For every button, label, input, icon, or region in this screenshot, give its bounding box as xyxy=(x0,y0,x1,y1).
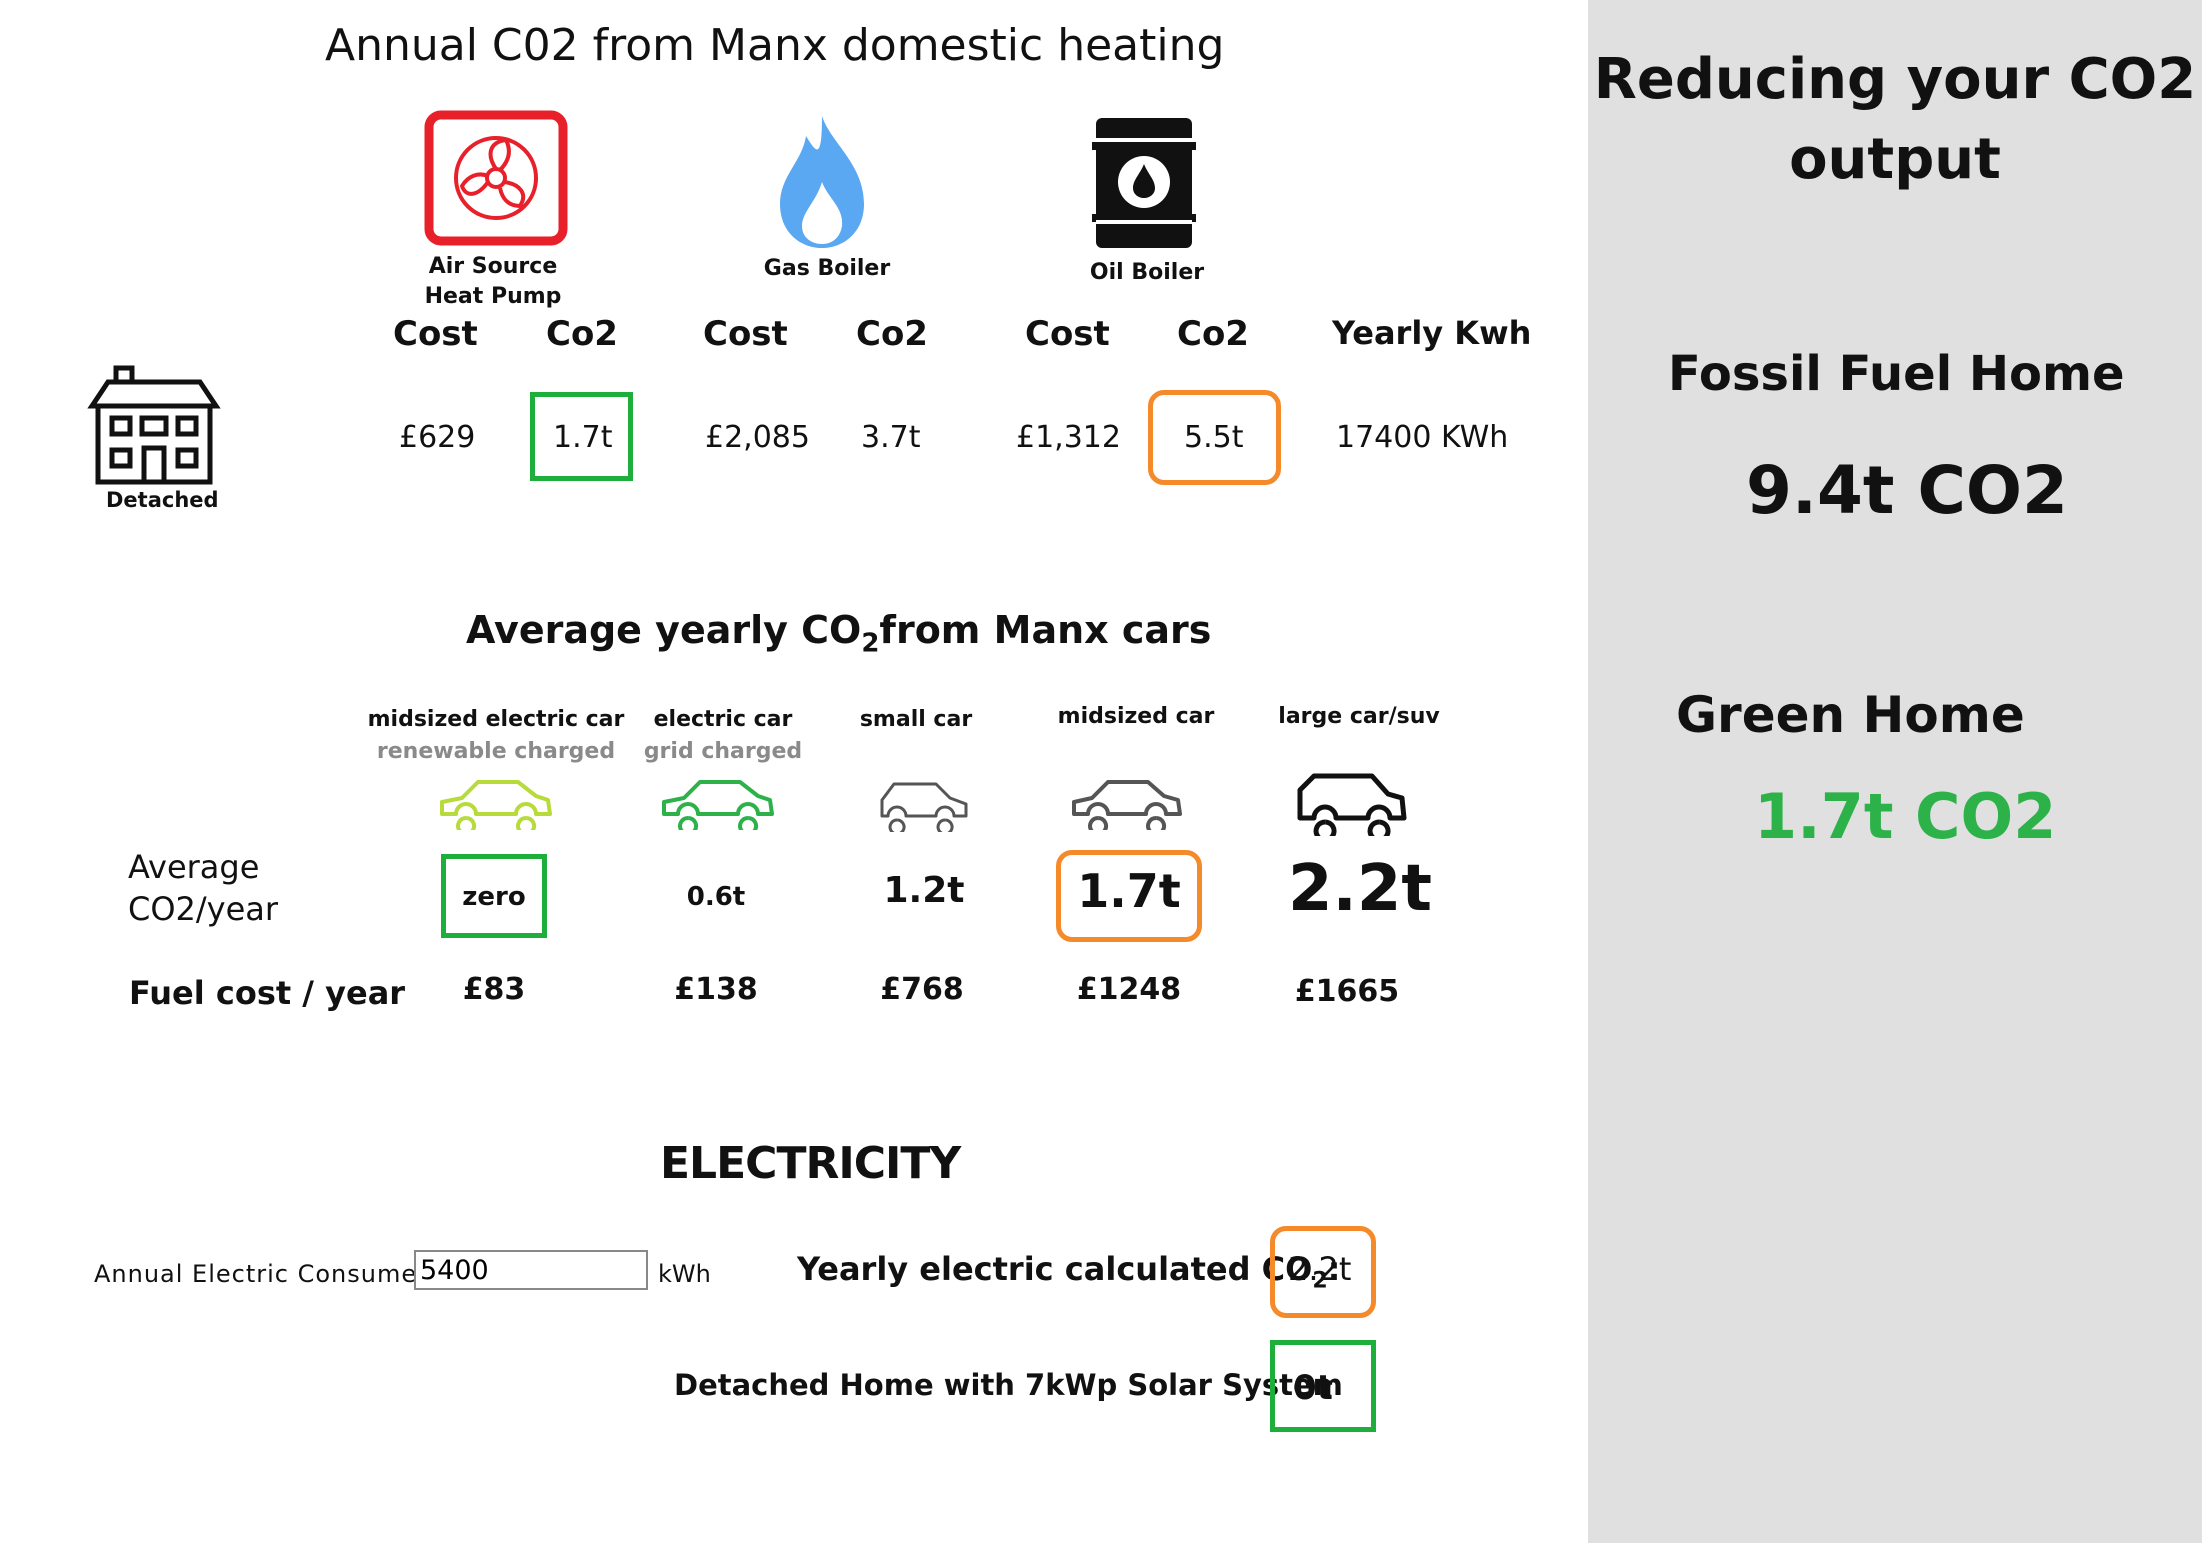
flame-icon xyxy=(772,112,872,256)
yearly-kwh-value: 17400 KWh xyxy=(1336,420,1509,455)
cars-title: Average yearly CO2from Manx cars xyxy=(466,608,1212,659)
fossil-fuel-value: 9.4t CO2 xyxy=(1746,452,2068,529)
oil-barrel-icon xyxy=(1092,114,1196,256)
oil-co2-header: Co2 xyxy=(1177,314,1249,354)
heating-title: Annual C02 from Manx domestic heating xyxy=(325,20,1225,71)
avg-co2-row-label: Average CO2/year xyxy=(128,848,279,928)
heat-pump-icon xyxy=(424,110,568,250)
summary-sidebar xyxy=(1588,0,2202,1543)
heat-pump-label: Air Source Heat Pump xyxy=(424,254,562,309)
electric-consumed-input[interactable] xyxy=(414,1250,648,1290)
gas-cost-header: Cost xyxy=(703,314,788,354)
ashp-cost-header: Cost xyxy=(393,314,478,354)
small-car-co2: 1.2t xyxy=(883,870,965,911)
yearly-kwh-header: Yearly Kwh xyxy=(1332,314,1532,352)
car-label-ev-renewable: midsized electric car renewable charged xyxy=(367,707,625,764)
gas-co2: 3.7t xyxy=(861,420,921,455)
ev-grid-fuel: £138 xyxy=(674,972,758,1007)
car-label-ev-grid: electric car grid charged xyxy=(643,707,803,764)
ev-renewable-fuel: £83 xyxy=(462,972,526,1007)
green-home-value: 1.7t CO2 xyxy=(1754,780,2057,853)
gas-co2-header: Co2 xyxy=(856,314,928,354)
ashp-cost: £629 xyxy=(399,420,476,455)
oil-cost-header: Cost xyxy=(1025,314,1110,354)
electric-calc-value: 2.2t xyxy=(1288,1250,1352,1288)
solar-label: Detached Home with 7kWp Solar System xyxy=(674,1368,1343,1402)
house-label: Detached xyxy=(106,488,219,512)
ashp-co2-header: Co2 xyxy=(546,314,618,354)
car-label-large: large car/suv xyxy=(1278,704,1440,729)
electric-calc-highlight xyxy=(1270,1226,1376,1318)
oil-cost: £1,312 xyxy=(1016,420,1121,455)
solar-value-highlight xyxy=(1270,1340,1376,1432)
gas-cost: £2,085 xyxy=(705,420,810,455)
car-label-small: small car xyxy=(859,707,973,732)
suv-icon xyxy=(1294,770,1410,843)
oil-co2-highlight xyxy=(1148,390,1281,485)
large-car-co2: 2.2t xyxy=(1288,852,1432,926)
midsized-car-co2-highlight xyxy=(1056,850,1202,942)
electric-unit: kWh xyxy=(658,1260,711,1288)
fuel-cost-row-label: Fuel cost / year xyxy=(129,974,406,1012)
ashp-co2: 1.7t xyxy=(553,420,613,455)
ev-grid-co2: 0.6t xyxy=(686,882,746,912)
electricity-title: ELECTRICITY xyxy=(660,1138,961,1189)
gas-boiler-label: Gas Boiler xyxy=(763,256,891,281)
green-home-label: Green Home xyxy=(1676,686,2025,744)
midsized-car-icon xyxy=(1068,774,1186,836)
car-label-midsized: midsized car xyxy=(1057,704,1215,729)
ev-renewable-co2-highlight xyxy=(441,854,547,938)
solar-value: 0t xyxy=(1293,1368,1333,1408)
fossil-fuel-label: Fossil Fuel Home xyxy=(1668,346,2125,402)
oil-boiler-label: Oil Boiler xyxy=(1089,260,1205,285)
oil-co2: 5.5t xyxy=(1184,420,1244,455)
electric-car-renewable-icon xyxy=(436,774,556,836)
electric-consumed-label: Annual Electric Consumed xyxy=(94,1260,434,1288)
electric-car-grid-icon xyxy=(658,774,778,836)
small-car-icon xyxy=(876,776,972,836)
ashp-co2-highlight xyxy=(530,392,633,481)
house-icon xyxy=(86,362,222,490)
sidebar-title: Reducing your CO2 output xyxy=(1593,47,2197,192)
midsized-car-co2: 1.7t xyxy=(1077,864,1181,918)
midsized-car-fuel: £1248 xyxy=(1076,972,1182,1007)
large-car-fuel: £1665 xyxy=(1294,974,1400,1009)
ev-renewable-co2: zero xyxy=(462,882,526,912)
small-car-fuel: £768 xyxy=(880,972,964,1007)
electric-calc-label: Yearly electric calculated CO2: xyxy=(797,1250,1341,1294)
